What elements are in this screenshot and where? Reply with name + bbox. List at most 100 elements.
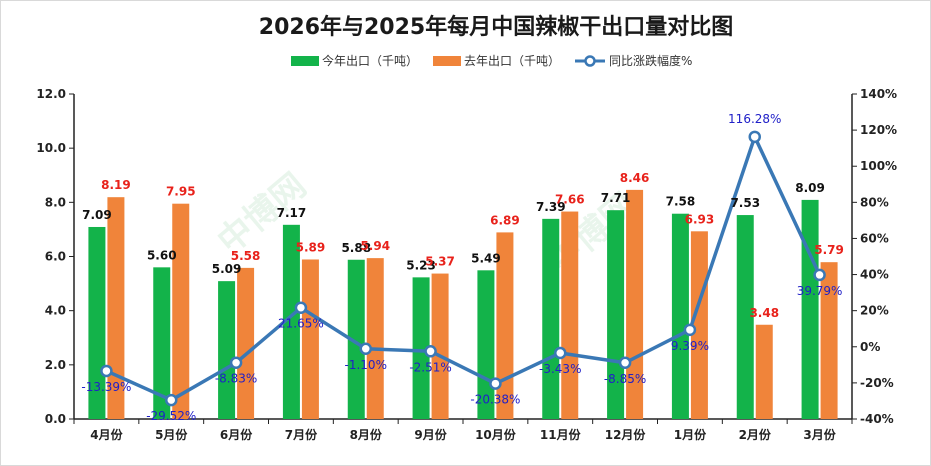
yoy-point [100,364,113,378]
bar-label-previous: 6.93 [685,212,715,226]
x-category-label: 6月份 [220,427,253,442]
x-category-label: 1月份 [674,427,707,442]
bar-current-year [542,218,560,419]
y-right-ticks: -40% -20% 0% 20% 40% 60% 80% 100% 120% 140% [852,87,897,426]
bar-label-previous: 8.46 [620,171,650,185]
yoy-point [683,323,697,337]
y-left-tick-label: 0.0 [45,412,66,426]
bar-previous-year [755,324,773,419]
y-right-tick-label: -20% [860,376,894,390]
yoy-point [618,356,632,370]
x-category-label: 4月份 [90,427,123,442]
bar-label-previous: 5.89 [296,240,326,254]
yoy-point [294,301,308,314]
yoy-point [359,342,372,356]
yoy-point [229,356,243,369]
chart-title: 2026年与2025年每月中国辣椒干出口量对比图 [259,14,733,40]
x-category-label: 12月份 [605,427,647,442]
x-category-label: 9月份 [414,427,447,442]
y-left-tick-label: 6.0 [45,250,66,264]
yoy-point [165,393,178,407]
y-left-tick-label: 2.0 [45,358,66,372]
bar-label-previous: 5.37 [425,255,455,269]
bar-label-current: 5.23 [406,258,436,272]
legend-label-yoy: 同比涨跌幅度% [609,53,692,68]
bar-label-current: 8.09 [795,181,825,195]
bars-group [88,189,838,419]
y-right-tick-label: 60% [860,231,889,245]
x-category-label: 5月份 [155,427,188,442]
y-right-tick-label: 120% [860,123,897,137]
bar-label-current: 7.58 [666,195,696,209]
bar-current-year [801,199,819,419]
yoy-point [554,346,567,360]
yoy-label: -1.10% [345,358,387,372]
bar-label-previous: 7.95 [166,185,196,199]
y-right-tick-label: 80% [860,195,889,209]
yoy-label: 21.65% [278,317,324,331]
y-left-tick-label: 12.0 [36,87,66,101]
yoy-line [105,135,822,402]
y-right-tick-label: 100% [860,159,897,173]
yoy-point [813,268,826,282]
y-right-tick-label: 140% [860,87,897,101]
bar-label-current: 5.49 [471,251,501,265]
bar-label-current: 7.71 [601,191,631,205]
bar-label-previous: 5.94 [360,239,390,253]
yoy-label: 9.39% [671,339,709,353]
y-left-tick-label: 10.0 [36,141,66,155]
yoy-label: -13.39% [81,380,131,394]
y-right-tick-label: -40% [860,412,894,426]
bar-previous-year [820,262,838,419]
bar-label-current: 7.53 [730,196,760,210]
bar-label-previous: 7.66 [555,193,585,207]
bar-previous-year [366,258,384,419]
bar-label-current: 7.09 [82,208,112,222]
yoy-label: 39.79% [797,284,843,298]
bar-previous-year [172,203,190,419]
bar-label-current: 7.39 [536,200,566,214]
legend-label-current: 今年出口（千吨） [322,53,418,68]
yoy-point [489,377,502,390]
bar-previous-year [301,259,319,419]
y-left-tick-label: 8.0 [45,195,66,209]
x-category-labels: 4月份 5月份 6月份 7月份 8月份 9月份 10月份 11月份 12月份 1月份 2月份 3月份 [73,419,853,442]
legend: 今年出口（千吨） 去年出口（千吨） 同比涨跌幅度% [291,53,692,68]
yoy-label: -20.38% [470,393,520,407]
bar-label-previous: 8.19 [101,178,131,192]
legend-swatch-current [291,56,319,66]
y-right-tick-label: 20% [860,304,889,318]
y-left-tick-label: 4.0 [45,304,66,318]
legend-swatch-previous [433,56,461,66]
bar-label-current: 5.88 [341,241,371,255]
y-left-ticks: 0.0 2.0 4.0 6.0 8.0 10.0 12.0 [36,87,74,426]
bar-previous-year [496,232,514,419]
x-category-label: 8月份 [350,427,383,442]
yoy-label: 116.28% [728,112,781,126]
bar-label-current: 7.17 [277,206,307,220]
y-right-tick-label: 0% [860,340,880,354]
legend-marker-yoy [584,55,596,67]
bar-current-year [736,215,754,419]
bar-previous-year [690,231,708,419]
bar-current-year [218,281,236,419]
x-category-label: 10月份 [475,427,517,442]
x-category-label: 11月份 [540,427,582,442]
bar-label-previous: 6.89 [490,213,520,227]
bar-label-previous: 3.48 [749,306,779,320]
bar-label-previous: 5.79 [814,243,844,257]
yoy-label: -8.85% [604,372,646,386]
x-category-label: 2月份 [739,427,772,442]
bar-label-current: 5.09 [212,262,242,276]
yoy-label: -29.52% [146,409,196,423]
bar-current-year [282,224,300,419]
y-right-tick-label: 40% [860,268,889,282]
yoy-label: -8.83% [215,372,257,386]
yoy-label: -3.43% [539,362,581,376]
bar-current-year [671,213,689,419]
bar-current-year [607,210,625,419]
legend-label-previous: 去年出口（千吨） [464,54,560,68]
bar-previous-year [561,211,579,419]
data-labels-group: 7.09 8.19 5.60 7.95 5.095.58 7.17 5.89 5.885.94… [81,112,844,423]
yoy-point [748,130,761,144]
